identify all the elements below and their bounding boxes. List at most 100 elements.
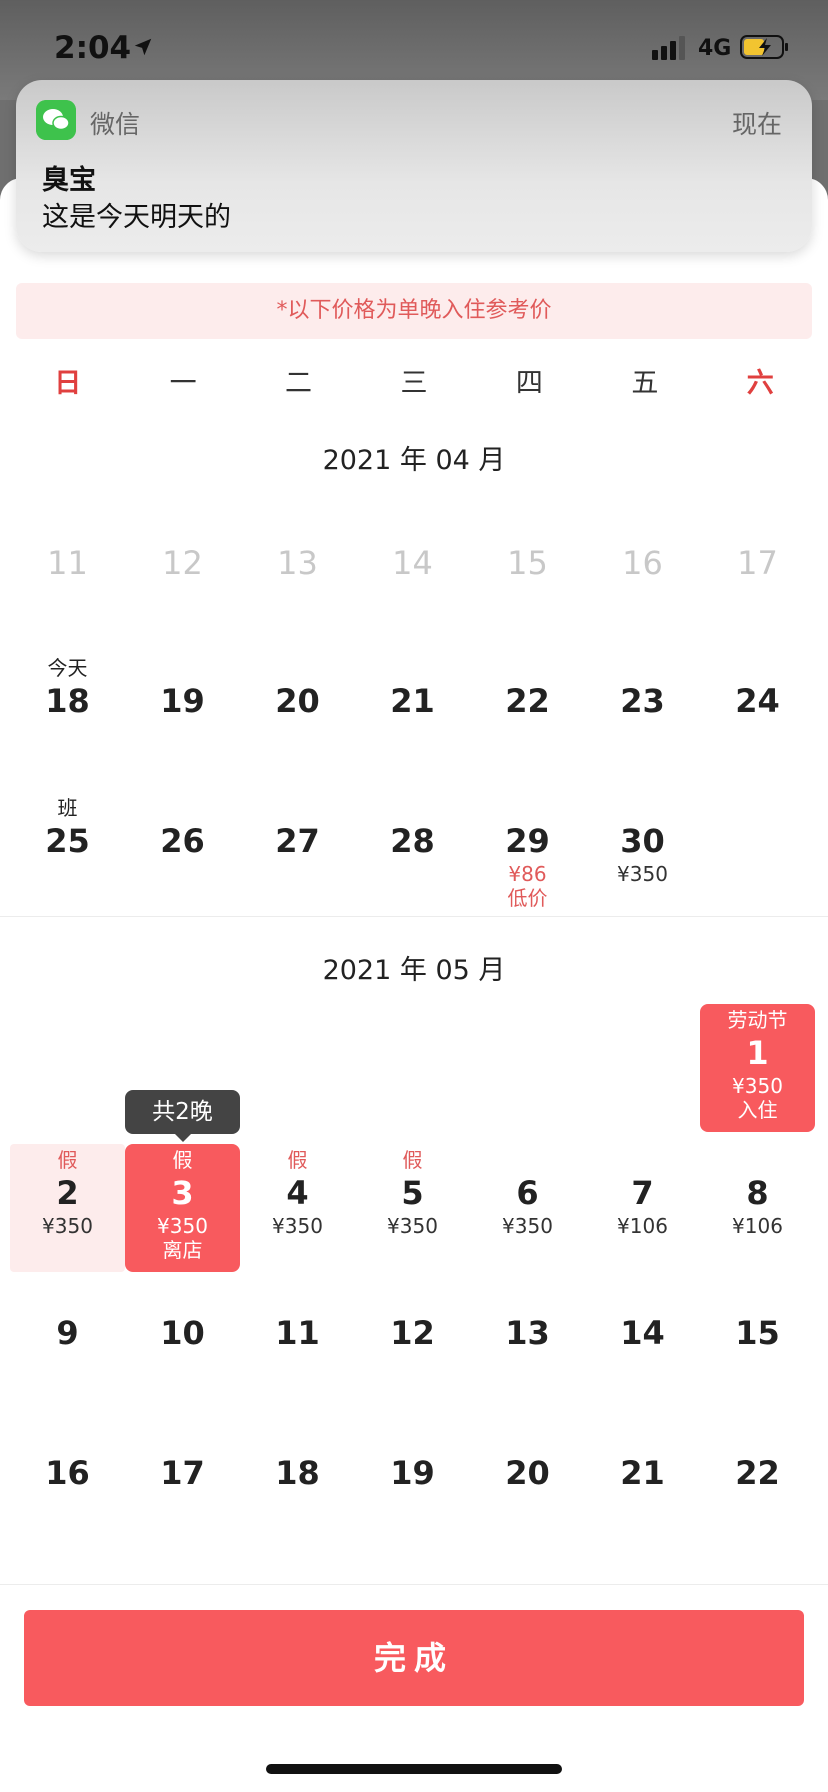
day-cell[interactable]: 21 bbox=[355, 656, 470, 722]
day-number: 11 bbox=[275, 1314, 320, 1352]
day-number: 6 bbox=[516, 1174, 539, 1212]
day-label bbox=[585, 656, 700, 680]
day-cell[interactable]: 20 bbox=[470, 1428, 585, 1494]
day-cell[interactable]: 19 bbox=[125, 656, 240, 722]
day-cell[interactable]: 17 bbox=[125, 1428, 240, 1494]
day-cell[interactable]: 20 bbox=[240, 656, 355, 722]
day-label bbox=[470, 1428, 585, 1452]
day-cell[interactable]: 21 bbox=[585, 1428, 700, 1494]
day-price: ¥350 bbox=[157, 1214, 208, 1238]
day-cell[interactable]: 7 ¥106 bbox=[585, 1148, 700, 1238]
day-number: 4 bbox=[286, 1174, 309, 1212]
day-label bbox=[700, 1428, 815, 1452]
day-label bbox=[240, 518, 355, 542]
day-cell: 11 bbox=[10, 518, 125, 584]
day-label bbox=[10, 1288, 125, 1312]
day-label bbox=[470, 796, 585, 820]
weekday-sat: 六 bbox=[746, 368, 774, 399]
day-number: 14 bbox=[620, 1314, 665, 1352]
day-cell[interactable]: 22 bbox=[470, 656, 585, 722]
wechat-icon bbox=[36, 100, 76, 140]
day-label bbox=[700, 1148, 815, 1172]
day-cell[interactable]: 23 bbox=[585, 656, 700, 722]
day-cell[interactable]: 9 bbox=[10, 1288, 125, 1354]
day-number: 10 bbox=[160, 1314, 205, 1352]
day-price: 入住 bbox=[737, 1098, 778, 1122]
day-cell[interactable]: 13 bbox=[470, 1288, 585, 1354]
day-cell[interactable]: 18 bbox=[240, 1428, 355, 1494]
day-cell[interactable]: 假 5 ¥350 bbox=[355, 1148, 470, 1238]
day-number: 15 bbox=[507, 544, 548, 582]
day-number: 29 bbox=[505, 822, 550, 860]
day-cell[interactable]: 19 bbox=[355, 1428, 470, 1494]
day-cell[interactable]: 26 bbox=[125, 796, 240, 862]
status-time: 2:04 bbox=[54, 30, 132, 66]
day-label bbox=[10, 1428, 125, 1452]
day-label bbox=[240, 796, 355, 820]
day-cell[interactable]: 劳动节 1 ¥350 入住 bbox=[700, 1004, 815, 1132]
day-cell[interactable]: 22 bbox=[700, 1428, 815, 1494]
network-label: 4G bbox=[698, 36, 732, 61]
day-label: 假 bbox=[287, 1148, 308, 1172]
day-label bbox=[125, 518, 240, 542]
day-cell[interactable]: 14 bbox=[585, 1288, 700, 1354]
day-number: 20 bbox=[275, 682, 320, 720]
day-number: 7 bbox=[631, 1174, 654, 1212]
day-number: 13 bbox=[505, 1314, 550, 1352]
day-cell[interactable]: 29 ¥86 低价 bbox=[470, 796, 585, 910]
day-number: 17 bbox=[160, 1454, 205, 1492]
day-number: 9 bbox=[56, 1314, 79, 1352]
day-cell[interactable]: 24 bbox=[700, 656, 815, 722]
weekday-wed: 三 bbox=[400, 368, 428, 399]
day-cell[interactable]: 27 bbox=[240, 796, 355, 862]
day-number: 16 bbox=[45, 1454, 90, 1492]
done-button[interactable]: 完成 bbox=[24, 1610, 804, 1706]
day-price: ¥350 bbox=[502, 1214, 553, 1238]
day-label bbox=[355, 656, 470, 680]
day-cell[interactable]: 假 4 ¥350 bbox=[240, 1148, 355, 1238]
day-number: 27 bbox=[275, 822, 320, 860]
battery-charging-icon bbox=[740, 35, 788, 59]
day-number: 5 bbox=[401, 1174, 424, 1212]
day-number: 21 bbox=[390, 682, 435, 720]
wechat-notification[interactable]: 微信 现在 臭宝 这是今天明天的 bbox=[16, 80, 812, 252]
day-cell[interactable]: 12 bbox=[355, 1288, 470, 1354]
day-cell[interactable]: 6 ¥350 bbox=[470, 1148, 585, 1238]
day-number: 12 bbox=[390, 1314, 435, 1352]
day-label: 假 bbox=[57, 1148, 78, 1172]
day-cell[interactable]: 11 bbox=[240, 1288, 355, 1354]
day-number: 22 bbox=[505, 682, 550, 720]
price-notice: *以下价格为单晚入住参考价 bbox=[16, 283, 812, 339]
day-cell[interactable]: 8 ¥106 bbox=[700, 1148, 815, 1238]
day-cell: 16 bbox=[585, 518, 700, 584]
day-cell[interactable]: 15 bbox=[700, 1288, 815, 1354]
day-cell[interactable]: 30 ¥350 bbox=[585, 796, 700, 886]
day-label bbox=[470, 1288, 585, 1312]
day-cell[interactable]: 今天 18 bbox=[10, 656, 125, 722]
day-number: 19 bbox=[160, 682, 205, 720]
day-number: 3 bbox=[171, 1174, 194, 1212]
notification-body: 这是今天明天的 bbox=[42, 202, 231, 233]
footer-divider bbox=[0, 1584, 828, 1585]
day-cell[interactable]: 假 3 ¥350 离店 bbox=[125, 1144, 240, 1272]
day-cell[interactable]: 假 2 ¥350 bbox=[10, 1144, 125, 1272]
day-label bbox=[355, 1428, 470, 1452]
weekday-sun: 日 bbox=[54, 368, 82, 399]
day-number: 11 bbox=[47, 544, 88, 582]
day-label bbox=[125, 1288, 240, 1312]
day-number: 24 bbox=[735, 682, 780, 720]
day-label bbox=[240, 1288, 355, 1312]
day-cell[interactable]: 16 bbox=[10, 1428, 125, 1494]
day-cell: 17 bbox=[700, 518, 815, 584]
day-label bbox=[355, 1288, 470, 1312]
day-cell[interactable]: 10 bbox=[125, 1288, 240, 1354]
day-label bbox=[355, 518, 470, 542]
day-label bbox=[700, 518, 815, 542]
day-cell[interactable]: 班 25 bbox=[10, 796, 125, 862]
day-price: ¥350 bbox=[617, 862, 668, 886]
location-arrow-icon bbox=[134, 38, 152, 56]
day-cell[interactable]: 28 bbox=[355, 796, 470, 862]
day-label bbox=[585, 1288, 700, 1312]
notification-title: 臭宝 bbox=[42, 165, 96, 196]
day-label bbox=[470, 518, 585, 542]
